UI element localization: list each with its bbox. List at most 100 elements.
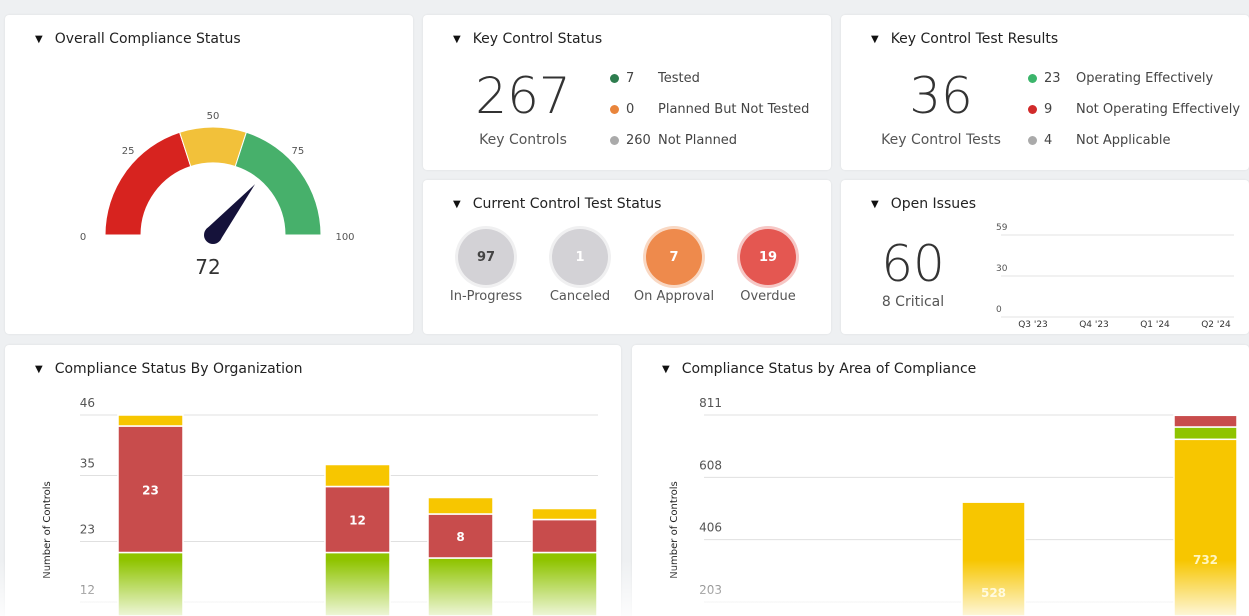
card-title[interactable]: ▼ Current Control Test Status [453,196,662,212]
status-dot-icon [1028,136,1037,145]
bar-segment [427,496,494,515]
collapse-triangle-icon[interactable]: ▼ [35,33,43,45]
status-dot-icon [610,105,619,114]
key-control-test-results-card: ▼ Key Control Test Results 36 Key Control… [841,15,1249,170]
key-control-status-legend: 7 Tested 0 Planned But Not Tested 260 Not Pla… [610,63,809,156]
status-label: Canceled [549,289,611,304]
legend-item: 9 Not Operating Effectively [1028,94,1240,125]
bar-segment [117,425,184,554]
y-tick-label: 608 [699,458,722,472]
status-label: On Approval [633,289,715,304]
y-tick-label: 12 [80,583,95,597]
gauge-tick-label: 25 [122,146,135,157]
y-axis-label: Number of Controls [42,481,53,579]
status-label: Overdue [740,289,796,304]
y-tick-label: 0 [996,305,1002,315]
bar-segment [961,500,1026,503]
bar-segment [324,463,391,488]
collapse-triangle-icon[interactable]: ▼ [453,33,461,45]
overall-compliance-card: ▼ Overall Compliance Status 0 25 50 75 100 72 [5,15,413,334]
legend-count: 260 [626,133,651,148]
legend-count: 0 [626,102,635,117]
status-circle-canceled[interactable]: 1 [552,229,608,285]
collapse-triangle-icon[interactable]: ▼ [662,363,670,375]
key-controls-total: 267 [475,67,571,125]
bar-segment [531,507,598,521]
gauge-band [234,131,322,236]
y-tick-label: 30 [996,264,1008,274]
bar-segment [1173,426,1238,441]
card-title[interactable]: ▼ Key Control Test Results [871,31,1059,47]
data-label: 8 [456,530,464,544]
status-dot-icon [1028,74,1037,83]
y-tick-label: 23 [80,523,95,537]
x-tick-label: Q1 '24 [1140,320,1170,330]
card-title[interactable]: ▼ Compliance Status by Area of Compliance [662,361,977,377]
data-label: 528 [981,586,1006,600]
organization-bar-chart: 12 23 35 46 Number of Controls 23 12 8 [42,396,598,616]
critical-count: 8 Critical [881,294,945,310]
gauge-chart: 0 25 50 75 100 [80,111,355,244]
card-title[interactable]: ▼ Compliance Status By Organization [35,361,303,377]
bar-segment [1173,438,1238,616]
card-title[interactable]: ▼ Open Issues [871,196,977,212]
legend-label: Not Operating Effectively [1076,102,1241,117]
legend-count: 23 [1044,71,1061,86]
status-circle-on approval[interactable]: 7 [646,229,702,285]
gauge-tick-label: 75 [291,146,304,157]
legend-label: Not Planned [658,133,738,148]
card-title[interactable]: ▼ Key Control Status [453,31,603,47]
compliance-by-area-card: ▼ Compliance Status by Area of Compliance… [632,345,1249,616]
status-circle-in-progress[interactable]: 97 [458,229,514,285]
y-tick-label: 59 [996,223,1008,233]
status-dot-icon [610,136,619,145]
y-tick-label: 46 [80,396,95,410]
y-tick-label: 35 [80,457,95,471]
gauge-tick-label: 50 [207,111,220,122]
key-controls-label: Key Controls [479,132,567,148]
x-tick-label: Q2 '24 [1201,320,1231,330]
bar-segment [531,518,598,554]
bar-segment [324,551,391,616]
bar-segment [1173,414,1238,428]
legend-item: 0 Planned But Not Tested [610,94,809,125]
gauge-value: 72 [195,255,221,279]
legend-label: Not Applicable [1076,133,1171,148]
y-axis-label: Number of Controls [669,481,680,579]
collapse-triangle-icon[interactable]: ▼ [871,198,879,210]
status-circle-overdue[interactable]: 19 [740,229,796,285]
open-issues-trend-chart: 59 30 0 Q3 '23 Q4 '23 Q1 '24 Q2 '24 [996,223,1234,330]
open-issues-card: ▼ Open Issues 60 8 Critical 59 30 0 Q3 '23 Q4… [841,180,1249,334]
legend-item: 260 Not Planned [610,125,809,156]
card-title[interactable]: ▼ Overall Compliance Status [35,31,241,47]
data-label: 23 [142,483,159,497]
status-dot-icon [1028,105,1037,114]
collapse-triangle-icon[interactable]: ▼ [871,33,879,45]
bar-segment [427,513,494,559]
bar-segment [117,414,184,427]
legend-count: 4 [1044,133,1053,148]
key-control-test-results-legend: 23 Operating Effectively 9 Not Operating Ef… [1028,63,1240,156]
compliance-by-organization-card: ▼ Compliance Status By Organization 12 23 3… [5,345,621,616]
bar-segment [324,485,391,554]
legend-count: 7 [626,71,635,86]
gauge-band [104,131,192,236]
gauge-tick-label: 100 [335,232,354,243]
x-tick-label: Q3 '23 [1018,320,1048,330]
key-control-status-card: ▼ Key Control Status 267 Key Controls 7 Te… [423,15,831,170]
status-dot-icon [610,74,619,83]
x-tick-label: Q4 '23 [1079,320,1109,330]
bar-segment [427,557,494,616]
legend-item: 7 Tested [610,63,809,94]
gauge-needle [206,184,256,241]
key-control-tests-label: Key Control Tests [881,132,1001,148]
collapse-triangle-icon[interactable]: ▼ [453,198,461,210]
gauge-needle-hub [204,226,222,244]
bar-segment [531,551,598,616]
collapse-triangle-icon[interactable]: ▼ [35,363,43,375]
gauge-tick-label: 0 [80,232,86,243]
legend-count: 9 [1044,102,1053,117]
legend-label: Tested [658,71,700,86]
legend-item: 4 Not Applicable [1028,125,1240,156]
data-label: 732 [1193,553,1218,567]
